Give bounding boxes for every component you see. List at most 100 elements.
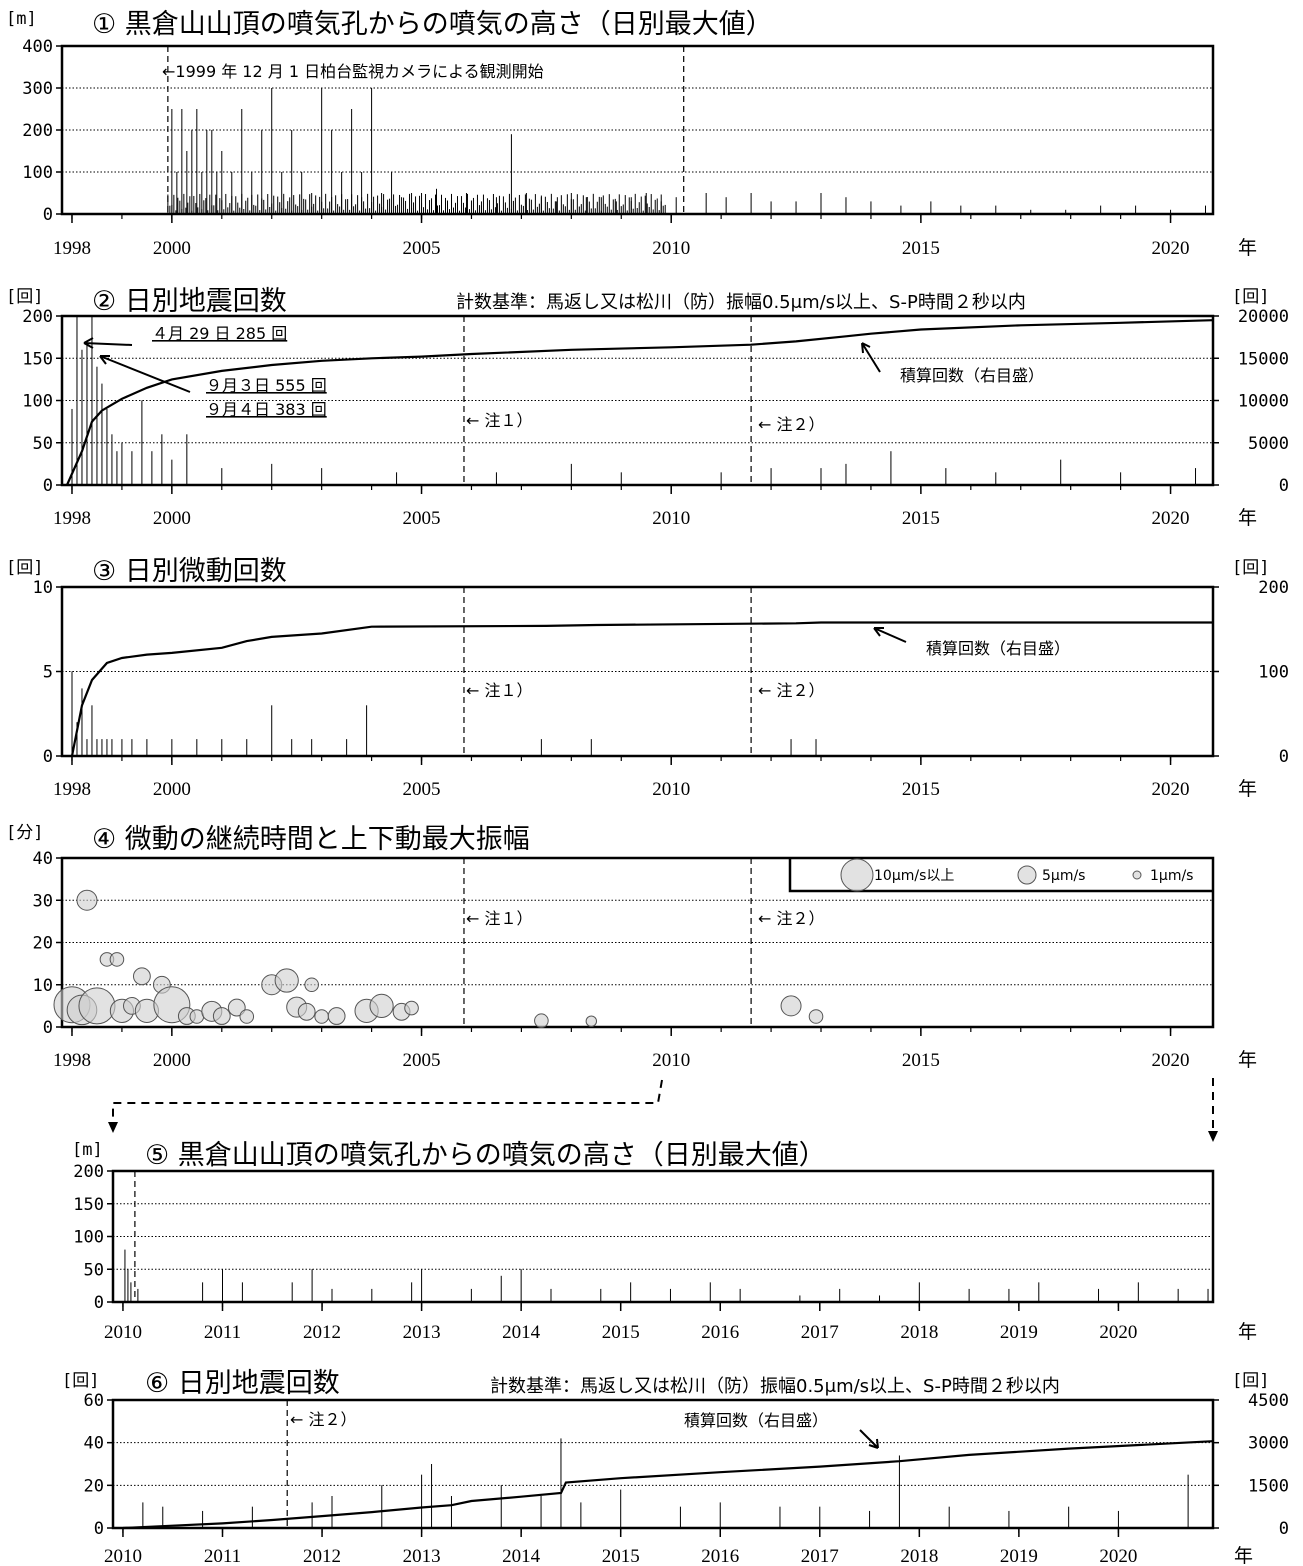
x-tick-label: 2020 [1152,779,1190,800]
x-tick-label: 2015 [602,1546,640,1566]
tremor-bubble [304,977,319,993]
x-tick-label: 2013 [403,1322,441,1343]
tremor-bubble [369,993,394,1018]
panel-4-tremor-duration: [分] ④ 微動の継続時間と上下動最大振幅 0 10 20 30 40 1998 2000… [6,823,1257,1071]
x-tick-label: 2018 [900,1322,938,1343]
y-tick-label: 20 [33,934,53,954]
cumulative-line [70,621,1213,757]
y-tick-label: 5 [43,663,53,683]
y-tick-label: 0 [94,1519,104,1539]
y2-tick-label: 0 [1279,476,1289,496]
panel-1-x-ticks: 1998 2000 2005 2010 2015 2020 [53,214,1190,259]
zoom-connector-right-arrowhead [1208,1131,1218,1142]
tremor-bubble [585,1015,598,1027]
y-tick-label: 50 [33,434,53,454]
x-tick-label: 1998 [53,508,91,529]
tremor-bubble [78,987,116,1025]
tremor-bubble [780,995,802,1017]
x-tick-label: 2015 [902,238,940,259]
panel-6-annotation-cumulative: 積算回数（右目盛） [684,1411,828,1430]
x-tick-label: 2014 [502,1322,541,1343]
panel-2-cumulative [65,319,1214,486]
x-tick-label: 2015 [902,1050,940,1071]
panel-3-note-1: ← 注１） [466,681,533,700]
x-tick-label: 1998 [53,1050,91,1071]
x-tick-label: 2019 [1000,1546,1038,1566]
panel-4-x-unit: 年 [1238,1049,1257,1071]
x-tick-label: 2010 [104,1546,142,1566]
panel-3-y2-unit: [回] [1232,558,1269,578]
y-tick-label: 40 [33,849,53,869]
y-tick-label: 200 [22,307,53,327]
x-tick-label: 2005 [403,1050,441,1071]
x-tick-label: 2015 [602,1322,640,1343]
tremor-bubble [76,889,98,911]
legend-bubble-10 [840,858,874,892]
zoom-connector-left [112,1079,663,1124]
panel-6-criteria: 計数基準：馬返し又は松川（防）振幅0.5μm/s以上、S-P時間２秒以内 [490,1376,1060,1397]
tremor-bubble [274,968,299,993]
panel-1-y-ticks: 0 100 200 300 400 [22,37,62,225]
panel-2-annotation-sep3: ９月３日 555 回 [206,376,327,395]
x-tick-label: 2017 [801,1546,839,1566]
panel-3-arrow-cumulative [873,627,907,643]
panel-3-bars [71,671,817,756]
panel-3-annotation-cumulative: 積算回数（右目盛） [926,639,1070,658]
y2-tick-label: 15000 [1238,349,1289,369]
panel-5-x-ticks: 2010 2011 2012 2013 2014 2015 2016 2017 2018 2019… [104,1302,1137,1343]
y-tick-label: 30 [33,891,53,911]
panel-2-note-1: ← 注１） [466,411,533,430]
panel-1-bars [167,88,1207,214]
x-tick-label: 2013 [403,1546,441,1566]
panel-2-criteria: 計数基準：馬返し又は松川（防）振幅0.5μm/s以上、S-P時間２秒以内 [456,292,1026,313]
panel-3-y2-ticks: 0 100 200 [1213,578,1289,767]
tremor-bubble [314,1009,329,1024]
legend-label-10: 10μm/s以上 [874,868,954,884]
panel-4-note-1: ← 注１） [466,909,533,928]
panel-2-title: ② 日別地震回数 [92,286,287,317]
panel-6-note-2: ← 注２） [290,1410,357,1429]
legend-label-1: 1μm/s [1150,868,1193,884]
panel-5-bars [124,1249,1209,1302]
x-tick-label: 2010 [652,508,690,529]
panel-3-tremors: [回] [回] ③ 日別微動回数 0 5 10 0 100 200 1998 2000 20… [6,556,1289,800]
legend-bubble-1 [1132,870,1142,880]
y-tick-label: 200 [22,121,53,141]
zoom-connector-left-arrowhead [108,1122,118,1133]
panel-2-note-2: ← 注２） [758,415,825,434]
panel-6-y2-unit: [回] [1232,1371,1269,1391]
panel-3-y-ticks: 0 5 10 [33,578,62,767]
y2-tick-label: 200 [1258,578,1289,598]
panel-6-frame [111,1398,1215,1530]
x-tick-label: 2020 [1152,1050,1190,1071]
panel-6-x-ticks: 2010 2011 2012 2013 2014 2015 2016 2017 2018 2019… [104,1528,1137,1566]
panel-2-x-unit: 年 [1238,507,1257,529]
panel-4-markers [463,858,752,1027]
panel-2-arrow-sep [99,355,191,393]
panel-3-markers [463,587,752,756]
tremor-bubble [109,952,125,967]
y-tick-label: 0 [43,1018,53,1038]
panel-3-cumulative [70,621,1213,757]
x-tick-label: 2010 [104,1322,142,1343]
panel-6-y-unit: [回] [62,1371,99,1391]
y-tick-label: 100 [22,392,53,412]
y-tick-label: 10 [33,578,53,598]
x-tick-label: 2010 [652,238,690,259]
panel-3-y-unit: [回] [6,558,43,578]
panel-2-y-unit: [回] [6,287,43,307]
y2-tick-label: 4500 [1248,1391,1289,1411]
panel-6-arrow-cumulative [859,1429,879,1449]
y2-tick-label: 20000 [1238,307,1289,327]
panel-3-x-ticks: 1998 2000 2005 2010 2015 2020 [53,756,1190,800]
panel-4-y-unit: [分] [6,823,43,843]
panel-1-markers [167,46,685,214]
y-tick-label: 400 [22,37,53,57]
x-tick-label: 1998 [53,779,91,800]
panel-5-title: ⑤ 黒倉山山頂の噴気孔からの噴気の高さ（日別最大値） [145,1140,826,1171]
y-tick-label: 0 [94,1293,104,1313]
panel-3-title: ③ 日別微動回数 [92,556,287,587]
y-tick-label: 100 [73,1228,104,1248]
panel-5-x-unit: 年 [1238,1321,1257,1343]
y-tick-label: 40 [84,1434,104,1454]
